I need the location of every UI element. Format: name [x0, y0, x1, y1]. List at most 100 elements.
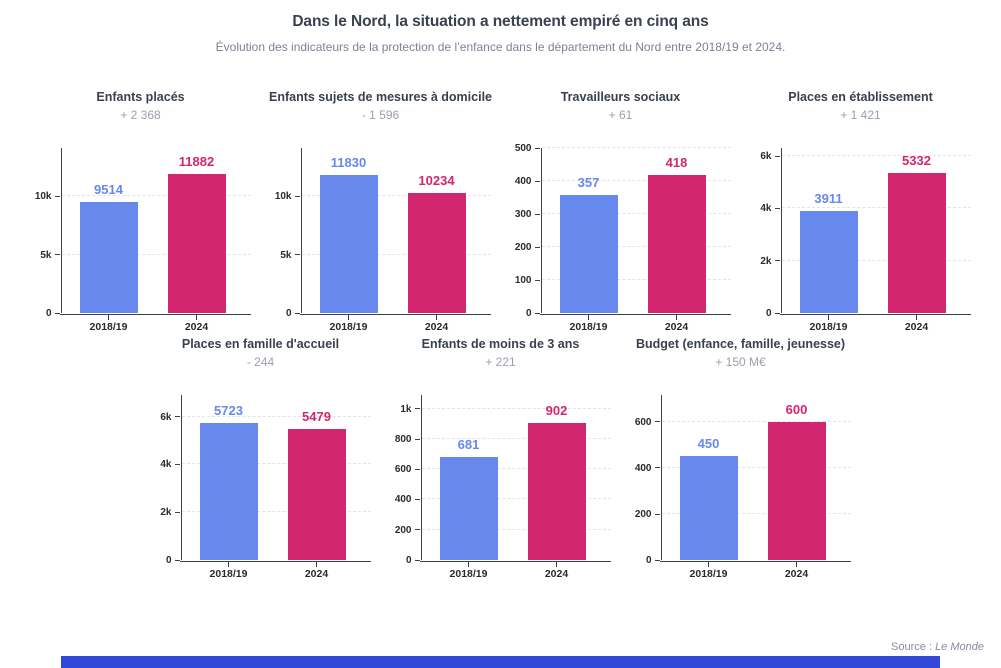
- y-axis-tick: [535, 180, 540, 182]
- gridline: [661, 420, 851, 422]
- y-axis-tick: [295, 254, 300, 256]
- chart-title: Enfants sujets de mesures à domicile: [269, 90, 492, 104]
- source-name: Le Monde: [935, 641, 984, 653]
- x-tick-label: 2024: [304, 568, 329, 580]
- y-tick-label: 600: [634, 416, 652, 428]
- bar-2024: [287, 428, 346, 560]
- y-tick-label: 4k: [160, 459, 172, 471]
- y-tick-label: 400: [394, 494, 412, 506]
- bar-2024: [167, 173, 226, 313]
- bar-2018/19: [439, 456, 498, 560]
- y-axis-tick: [535, 147, 540, 149]
- x-axis-baseline: [540, 313, 731, 315]
- gridline: [661, 512, 851, 514]
- gridline: [181, 415, 371, 417]
- y-axis-tick: [175, 464, 180, 466]
- y-axis-tick: [775, 312, 780, 314]
- gridline: [781, 154, 971, 156]
- y-axis-tick: [655, 513, 660, 515]
- bar-2024: [407, 193, 466, 313]
- y-axis-tick: [295, 312, 300, 314]
- x-axis-baseline: [780, 313, 971, 315]
- x-tick-label: 2024: [544, 568, 569, 580]
- gridline: [421, 468, 611, 470]
- y-axis-tick: [655, 421, 660, 423]
- bar-value-label: 11830: [330, 154, 367, 170]
- bar-value-label: 450: [697, 436, 720, 452]
- chart-title: Travailleurs sociaux: [560, 90, 681, 104]
- y-axis-tick: [175, 416, 180, 418]
- chart-3: Travailleurs sociaux + 61 0 100 200 300 400 500…: [501, 90, 741, 333]
- gridline: [61, 253, 251, 255]
- y-axis-tick: [535, 213, 540, 215]
- bar-2018/19: [679, 456, 738, 560]
- chart-title: Places en famille d'accueil: [181, 337, 340, 351]
- y-tick-label: 500: [514, 143, 532, 154]
- bar-2024: [527, 423, 586, 560]
- x-tick-label: 2018/19: [209, 568, 248, 580]
- y-axis-tick: [415, 559, 420, 561]
- gridline: [541, 213, 731, 214]
- source-credit: Source : Le Monde: [891, 641, 984, 653]
- x-tick-label: 2024: [184, 321, 209, 333]
- y-tick-label: 0: [45, 308, 52, 319]
- y-axis-tick: [175, 559, 180, 561]
- x-axis-tick: [587, 315, 589, 320]
- y-tick-label: 5k: [40, 249, 52, 261]
- y-tick-label: 4k: [760, 203, 772, 215]
- bar-2024: [647, 175, 706, 313]
- gridline: [181, 511, 371, 513]
- gridline: [301, 253, 491, 255]
- x-axis-tick: [195, 315, 197, 320]
- y-axis-tick: [775, 208, 780, 209]
- bar-2018/19: [559, 195, 618, 313]
- gridline: [421, 498, 611, 500]
- chart-7: Budget (enfance, famille, jeunesse) + 150…: [621, 337, 861, 580]
- y-axis-tick: [415, 438, 420, 440]
- x-axis-baseline: [420, 560, 611, 562]
- y-tick-label: 5k: [280, 249, 292, 261]
- gridline: [541, 180, 731, 181]
- page-subtitle: Évolution des indicateurs de la protecti…: [215, 40, 786, 54]
- x-axis-tick: [707, 562, 709, 567]
- x-axis-baseline: [660, 560, 851, 562]
- chart-1: Enfants placés + 2 368 0 5k 10k 9514 2018/19 11…: [21, 90, 261, 333]
- y-tick-label: 100: [514, 275, 532, 286]
- chart-delta-label: + 61: [608, 108, 633, 122]
- x-axis-tick: [675, 315, 677, 320]
- chart-5: Places en famille d'accueil - 244 0 2k 4k 6k 5…: [141, 337, 381, 580]
- y-axis-tick: [655, 559, 660, 561]
- gridline: [301, 194, 491, 196]
- y-axis-tick: [55, 312, 60, 314]
- y-axis-tick: [655, 467, 660, 469]
- x-axis-tick: [827, 315, 829, 320]
- chart-delta-label: - 1 596: [361, 108, 400, 122]
- gridline: [661, 466, 851, 468]
- source-prefix: Source :: [891, 641, 936, 653]
- y-tick-label: 200: [514, 242, 532, 253]
- bar-2018/19: [319, 174, 378, 313]
- chart-plot: 0 200 400 600 450 2018/19 600 2024: [635, 395, 851, 580]
- gridline: [781, 207, 971, 209]
- y-axis-tick: [535, 279, 540, 281]
- bar-value-label: 5723: [214, 403, 243, 419]
- chart-plot: 0 200 400 600 800 1k 681 2018/19 902 2024: [395, 395, 611, 580]
- bar-value-label: 418: [665, 155, 688, 171]
- chart-plot: 0 100 200 300 400 500 357 2018/19 418 2024: [515, 143, 731, 333]
- chart-title: Enfants de moins de 3 ans: [421, 337, 580, 351]
- y-tick-label: 1k: [400, 403, 412, 415]
- bar-2018/19: [79, 201, 138, 313]
- chart-delta-label: + 221: [485, 355, 516, 369]
- x-axis-tick: [555, 562, 557, 567]
- chart-plot: 0 2k 4k 6k 5723 2018/19 5479 2024: [160, 395, 371, 580]
- y-tick-label: 0: [285, 308, 292, 319]
- x-axis-baseline: [60, 313, 251, 315]
- x-axis-tick: [467, 562, 469, 567]
- chart-4: Places en établissement + 1 421 0 2k 4k 6k 391…: [741, 90, 981, 333]
- chart-delta-label: + 2 368: [120, 108, 161, 122]
- bar-value-label: 902: [545, 403, 568, 419]
- gridline: [421, 528, 611, 530]
- bar-value-label: 681: [457, 436, 480, 452]
- y-axis-tick: [535, 312, 540, 314]
- y-axis-tick: [415, 529, 420, 531]
